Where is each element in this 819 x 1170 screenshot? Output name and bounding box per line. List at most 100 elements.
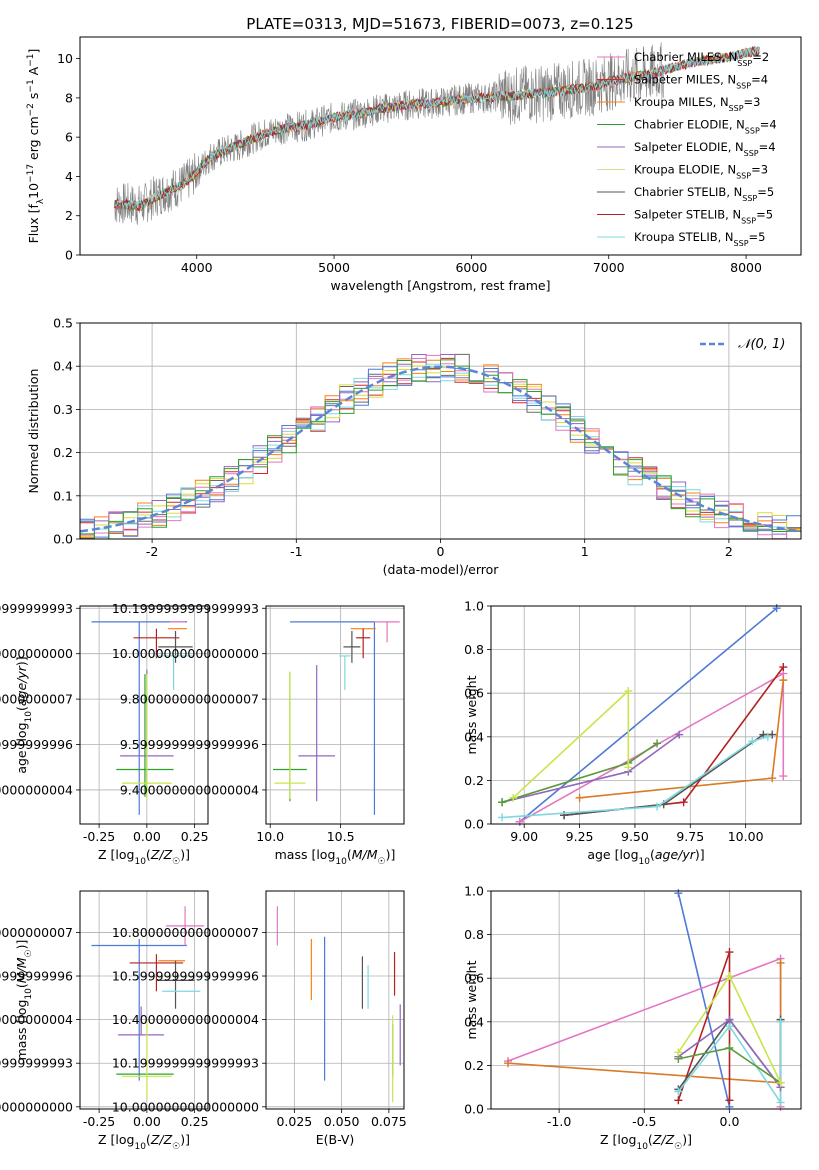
y-tick-label: 10.0000000000000000 [0, 1099, 73, 1114]
mass-weight-line [677, 1021, 782, 1106]
mass-weight-marker [779, 676, 788, 685]
y-tick-label: 0.4 [464, 1014, 484, 1029]
x-tick-label: 9.00 [510, 829, 538, 844]
y-tick-label: 0.6 [464, 686, 484, 701]
x-axis-label: E(B-V) [316, 1132, 355, 1147]
x-tick-label: 9.50 [621, 829, 649, 844]
y-tick-label: 0.2 [464, 773, 484, 788]
x-tick-label: -0.25 [83, 829, 115, 844]
y-tick-label: 4 [65, 169, 73, 184]
legend-entry: Chabrier ELODIE, NSSP=4 [634, 118, 777, 136]
mass-weight-marker [776, 1017, 785, 1026]
mass-vs-extinction-panel: 0.025 0.050 0.075 10.0000000000000000 10.199… [112, 890, 407, 1147]
legend-entry: Chabrier STELIB, NSSP=5 [634, 185, 774, 203]
x-axis-label: mass [log10(M/M☉)] [275, 847, 396, 867]
mass-weight-marker [779, 663, 788, 672]
y-tick-label: 0 [65, 248, 73, 263]
legend-entry: Chabrier MILES, NSSP=2 [634, 50, 769, 68]
x-axis-label: Z [log10(Z/Z☉)] [98, 1132, 190, 1152]
legend-entry: Kroupa ELODIE, NSSP=3 [634, 163, 768, 181]
y-tick-label: 10.5999999999999996 [112, 969, 259, 984]
axes-frame [490, 890, 802, 1110]
residual-histogram [80, 359, 801, 539]
figure-title: PLATE=0313, MJD=51673, FIBERID=0073, z=0… [246, 15, 633, 33]
model-spectrum-line [113, 46, 760, 210]
y-tick-label: 9.5999999999999996 [120, 737, 259, 752]
y-tick-label: 10.0000000000000000 [0, 646, 73, 661]
x-tick-label: 10.00 [728, 829, 764, 844]
y-tick-label: 0.4 [464, 729, 484, 744]
mass-weight-marker [776, 1078, 785, 1087]
y-axis-label: Normed distribution [26, 369, 41, 494]
x-tick-label: 0.25 [181, 829, 209, 844]
axes-frame [265, 890, 405, 1110]
mass-weight-marker [498, 813, 507, 822]
x-tick-label: 0.25 [181, 1114, 209, 1129]
mass-weight-marker [674, 1048, 683, 1057]
y-tick-label: 10.1999999999999993 [112, 601, 259, 616]
y-tick-label: 10.1999999999999993 [112, 1056, 259, 1071]
axes-frame [79, 605, 209, 825]
y-tick-label: 10.0000000000000000 [112, 646, 259, 661]
residuals-panel: -2 -1 0 1 2 0.0 0.1 0.2 0.3 0.4 0.5 (data-model)/er… [26, 316, 802, 577]
mass-weight-marker [675, 730, 684, 739]
y-tick-label: 0.5 [53, 316, 73, 331]
y-tick-label: 0.4 [53, 359, 73, 374]
y-tick-label: 0.1 [53, 488, 73, 503]
axes-frame [79, 36, 802, 256]
y-tick-label: 9.4000000000000004 [0, 782, 73, 797]
mass-weight-marker [674, 889, 683, 898]
mass-weight-line [519, 607, 778, 823]
weight-vs-age-panel: 9.00 9.25 9.50 9.75 10.00 0.0 0.2 0.4 0.6 0.8 1.0 a… [464, 599, 802, 867]
x-tick-label: 8000 [730, 260, 762, 275]
mass-weight-line [677, 893, 731, 1107]
mass-weight-marker [679, 798, 688, 807]
x-tick-label: 2 [725, 544, 733, 559]
axes-frame [79, 322, 802, 540]
x-axis-label: age [log10(age/yr)] [587, 847, 704, 867]
y-axis-label: mass weight [464, 960, 479, 1039]
x-tick-label: 0.00 [133, 1114, 161, 1129]
mass-weight-marker [504, 1059, 513, 1068]
y-tick-label: 8 [65, 90, 73, 105]
x-tick-label: 6000 [455, 260, 487, 275]
x-tick-label: 4000 [181, 260, 213, 275]
x-tick-label: 0.075 [371, 1114, 407, 1129]
mass-weight-marker [763, 732, 772, 741]
y-tick-label: 0.0 [464, 1102, 484, 1117]
y-tick-label: 0.2 [53, 445, 73, 460]
y-tick-label: 1.0 [464, 884, 484, 899]
y-tick-label: 0.6 [464, 971, 484, 986]
y-tick-label: 9.8000000000000007 [0, 692, 73, 707]
x-tick-label: 1 [581, 544, 589, 559]
mass-weight-marker [725, 972, 734, 981]
mass-weight-marker [725, 948, 734, 957]
x-tick-label: -0.25 [83, 1114, 115, 1129]
y-tick-label: 0.2 [464, 1058, 484, 1073]
mass-weight-marker [674, 1096, 683, 1105]
y-tick-label: 10.1999999999999993 [0, 1056, 73, 1071]
legend-entry: Salpeter STELIB, NSSP=5 [634, 208, 773, 226]
x-axis-label: wavelength [Angstrom, rest frame] [330, 278, 550, 293]
y-tick-label: 0.8 [464, 642, 484, 657]
spectrum-panel: 4000 5000 6000 7000 8000 0 2 4 6 8 10 wavelength [A… [26, 36, 802, 293]
normal-distribution-curve [80, 365, 801, 533]
mass-weight-marker [768, 774, 777, 783]
y-axis-label: Flux [fλ10−17 erg cm−2 s−1 A−1] [26, 49, 46, 244]
mass-weight-marker [725, 1096, 734, 1105]
y-axis-label: mass [log10(M/M☉)] [14, 940, 34, 1061]
x-tick-label: 10.0 [256, 829, 284, 844]
x-axis-label: Z [log10(Z/Z☉)] [600, 1132, 692, 1152]
age-vs-mass-panel: 10.0 10.5 9.4000000000000004 9.599999999999… [112, 601, 405, 867]
y-tick-label: 10.4000000000000004 [0, 1012, 73, 1027]
mass-weight-marker [624, 687, 633, 696]
x-tick-label: 7000 [593, 260, 625, 275]
x-axis-label: Z [log10(Z/Z☉)] [98, 847, 190, 867]
weight-vs-metallicity-panel: -1.0 -0.5 0.0 0.0 0.2 0.4 0.6 0.8 1.0 Z [log10(Z/… [464, 884, 802, 1152]
mass-weight-marker [653, 802, 662, 811]
mass-vs-metallicity-panel: -0.25 0.00 0.25 10.0000000000000000 10.19999… [0, 890, 209, 1152]
x-tick-label: 0.050 [324, 1114, 360, 1129]
y-tick-label: 0.0 [53, 532, 73, 547]
mass-weight-marker [509, 793, 518, 802]
